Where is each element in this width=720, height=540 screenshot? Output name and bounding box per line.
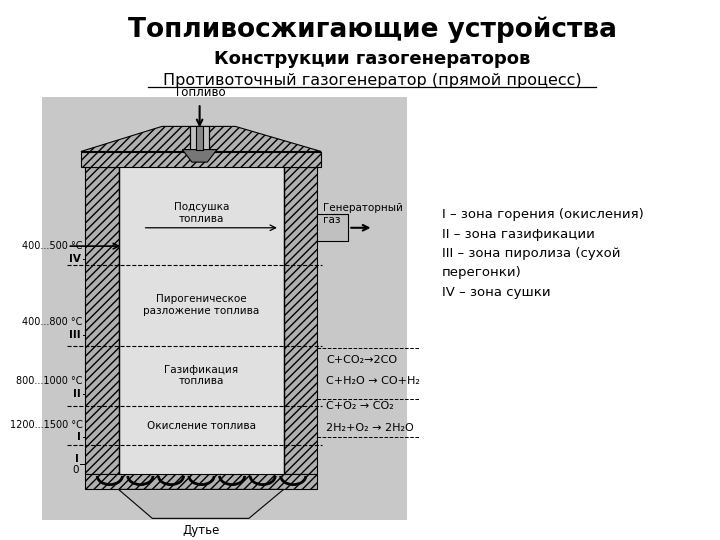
Bar (42, 97, 408, 521)
Text: I: I (75, 454, 79, 463)
Text: 400...500 °С: 400...500 °С (22, 241, 83, 251)
Text: Дутье: Дутье (183, 524, 220, 537)
Text: Подсушка
топлива: Подсушка топлива (174, 202, 229, 224)
Text: 800...1000 °С: 800...1000 °С (17, 376, 83, 386)
Text: III: III (69, 330, 81, 340)
Bar (190, 126, 210, 152)
Text: I: I (77, 433, 81, 442)
Text: 0: 0 (73, 465, 79, 475)
Text: III – зона пиролиза (сухой: III – зона пиролиза (сухой (442, 247, 621, 260)
Text: Топливосжигающие устройства: Топливосжигающие устройства (128, 17, 617, 43)
Bar (85, 474, 318, 489)
Text: Топливо: Топливо (174, 86, 225, 99)
Text: IV: IV (69, 254, 81, 264)
Text: Пирогеническое
разложение топлива: Пирогеническое разложение топлива (143, 294, 260, 316)
Bar (284, 167, 318, 474)
Text: C+H₂O → CO+H₂: C+H₂O → CO+H₂ (326, 376, 420, 386)
Bar (318, 214, 348, 241)
Text: Противоточный газогенератор (прямой процесс): Противоточный газогенератор (прямой проц… (163, 72, 582, 87)
Text: IV – зона сушки: IV – зона сушки (442, 286, 551, 299)
Bar (196, 126, 204, 150)
Text: C+O₂ → CO₂: C+O₂ → CO₂ (326, 401, 394, 411)
Text: Конструкции газогенераторов: Конструкции газогенераторов (215, 50, 531, 68)
Text: 1200...1500 °С: 1200...1500 °С (10, 420, 83, 430)
Text: 2H₂+O₂ → 2H₂O: 2H₂+O₂ → 2H₂O (326, 423, 414, 433)
Polygon shape (182, 150, 217, 162)
Polygon shape (81, 126, 321, 152)
Text: I – зона горения (окисления): I – зона горения (окисления) (442, 208, 644, 221)
Text: II – зона газификации: II – зона газификации (442, 228, 595, 241)
Text: 400...800 °С: 400...800 °С (22, 318, 83, 327)
Text: перегонки): перегонки) (442, 266, 522, 279)
Text: газ: газ (323, 215, 341, 225)
Polygon shape (119, 489, 284, 518)
Bar (85, 167, 119, 474)
Text: II: II (73, 389, 81, 399)
Text: Окисление топлива: Окисление топлива (147, 421, 256, 431)
Text: Газификация
топлива: Газификация топлива (164, 364, 238, 386)
Text: Генераторный: Генераторный (323, 204, 403, 213)
Text: C+CO₂→2CO: C+CO₂→2CO (326, 355, 397, 365)
Bar (119, 167, 284, 474)
Bar (81, 152, 321, 167)
